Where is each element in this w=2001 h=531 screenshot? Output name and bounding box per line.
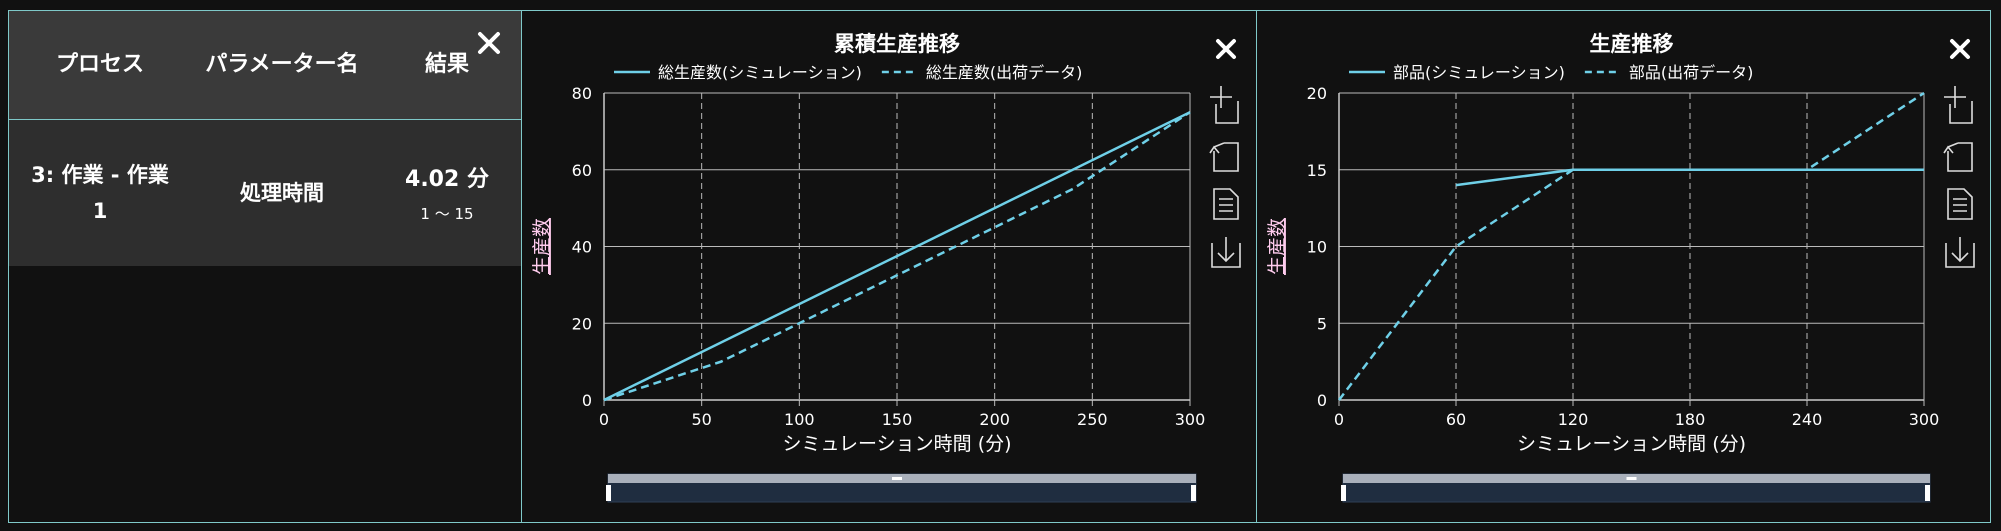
header-parameter: パラメーター名 — [191, 11, 373, 120]
x-tick-label: 150 — [882, 410, 913, 429]
zoom-button[interactable] — [1210, 86, 1239, 124]
save-image-icon — [1211, 237, 1241, 268]
zoom-icon — [1210, 86, 1239, 124]
header-result: 結果 — [373, 11, 521, 120]
x-tick-label: 300 — [1909, 410, 1940, 429]
cumulative-chart-panel: 累積生産推移総生産数(シミュレーション) 総生産数(出荷データ) 0 20 40 60 80… — [521, 10, 1257, 523]
close-chart-button[interactable] — [1216, 39, 1236, 59]
series-line — [603, 111, 1191, 402]
cell-result: 4.02 分 1 ～ 15 — [373, 119, 521, 266]
y-tick-label: 20 — [572, 314, 592, 333]
chart-title: 累積生産推移 — [834, 32, 960, 56]
zoom-icon — [1944, 86, 1973, 124]
parameter-table-panel: プロセス パラメーター名 結果 3: 作業 - 作業1 処理時間 4.02 分 … — [8, 10, 522, 523]
legend-label: 総生産数(シミュレーション) — [658, 63, 862, 82]
x-tick-label: 50 — [691, 410, 711, 429]
slider-drag-grip[interactable] — [892, 477, 902, 480]
zoom-reset-icon — [1943, 142, 1973, 172]
cell-parameter: 処理時間 — [191, 119, 373, 266]
slider-handle-left[interactable] — [1341, 485, 1346, 501]
legend-item[interactable]: 部品(出荷データ) — [1584, 63, 1754, 82]
x-axis-label: シミュレーション時間 (分) — [782, 433, 1011, 455]
result-value: 4.02 分 — [405, 166, 489, 192]
close-table-button[interactable] — [475, 29, 503, 57]
y-tick-label: 0 — [582, 391, 592, 410]
x-tick-label: 0 — [599, 410, 609, 429]
chart-title: 生産推移 — [1590, 32, 1674, 56]
data-zoom-slider[interactable] — [606, 473, 1197, 503]
toolbox — [1943, 86, 1975, 268]
cell-process: 3: 作業 - 作業1 — [9, 119, 191, 266]
y-tick-label: 0 — [1317, 391, 1327, 410]
table-header-row: プロセス パラメーター名 結果 — [9, 11, 521, 120]
close-icon — [1950, 39, 1970, 59]
x-tick-label: 250 — [1077, 410, 1108, 429]
close-chart-button[interactable] — [1950, 39, 1970, 59]
y-axis-label: 生産数 — [1266, 218, 1288, 275]
toolbox — [1209, 86, 1241, 268]
x-axis-label: シミュレーション時間 (分) — [1517, 433, 1746, 455]
legend: 総生産数(シミュレーション) 総生産数(出荷データ) — [614, 63, 1082, 82]
slider-handle-left[interactable] — [606, 485, 611, 501]
header-process: プロセス — [9, 11, 191, 120]
series-line — [1338, 91, 1925, 401]
x-tick-label: 100 — [784, 410, 815, 429]
y-axis-label: 生産数 — [531, 218, 553, 275]
data-view-icon — [1213, 188, 1239, 220]
x-tick-label: 60 — [1446, 410, 1466, 429]
slider-drag-grip[interactable] — [1626, 477, 1637, 480]
data-view-button[interactable] — [1947, 188, 1973, 220]
y-tick-label: 60 — [572, 161, 592, 180]
data-zoom-slider[interactable] — [1341, 473, 1931, 503]
zoom-reset-button[interactable] — [1943, 142, 1973, 172]
y-tick-label: 5 — [1317, 314, 1327, 333]
result-range: 1 ～ 15 — [420, 204, 474, 223]
slider-handle-right[interactable] — [1191, 485, 1196, 501]
table-row: 3: 作業 - 作業1 処理時間 4.02 分 1 ～ 15 — [9, 119, 521, 266]
legend-label: 部品(シミュレーション) — [1393, 63, 1565, 82]
legend-label: 部品(出荷データ) — [1629, 63, 1754, 82]
close-icon — [478, 32, 500, 54]
save-image-button[interactable] — [1211, 237, 1241, 268]
y-tick-label: 80 — [572, 84, 592, 103]
zoom-reset-button[interactable] — [1209, 142, 1239, 172]
save-image-button[interactable] — [1945, 237, 1975, 268]
legend-item[interactable]: 総生産数(出荷データ) — [881, 63, 1083, 82]
close-icon — [1216, 39, 1236, 59]
y-tick-label: 10 — [1307, 238, 1327, 257]
y-tick-label: 20 — [1307, 84, 1327, 103]
y-tick-label: 40 — [572, 238, 592, 257]
legend-item[interactable]: 総生産数(シミュレーション) — [614, 63, 862, 82]
x-tick-label: 200 — [979, 410, 1010, 429]
series-line — [603, 111, 1191, 402]
data-view-button[interactable] — [1213, 188, 1239, 220]
legend: 部品(シミュレーション) 部品(出荷データ) — [1349, 63, 1753, 82]
slider-handle-right[interactable] — [1925, 485, 1930, 501]
save-image-icon — [1945, 237, 1975, 268]
legend-label: 総生産数(出荷データ) — [926, 63, 1083, 82]
production-chart-panel: 生産推移部品(シミュレーション) 部品(出荷データ) 0 5 10 15 20 0 60 120 1… — [1256, 10, 1991, 523]
legend-item[interactable]: 部品(シミュレーション) — [1349, 63, 1565, 82]
zoom-button[interactable] — [1944, 86, 1973, 124]
x-tick-label: 0 — [1334, 410, 1344, 429]
y-tick-label: 15 — [1307, 161, 1327, 180]
x-tick-label: 120 — [1558, 410, 1589, 429]
x-tick-label: 240 — [1792, 410, 1823, 429]
x-tick-label: 300 — [1175, 410, 1206, 429]
data-view-icon — [1947, 188, 1973, 220]
zoom-reset-icon — [1209, 142, 1239, 172]
parameter-table: プロセス パラメーター名 結果 3: 作業 - 作業1 処理時間 4.02 分 … — [9, 11, 521, 266]
x-tick-label: 180 — [1675, 410, 1706, 429]
